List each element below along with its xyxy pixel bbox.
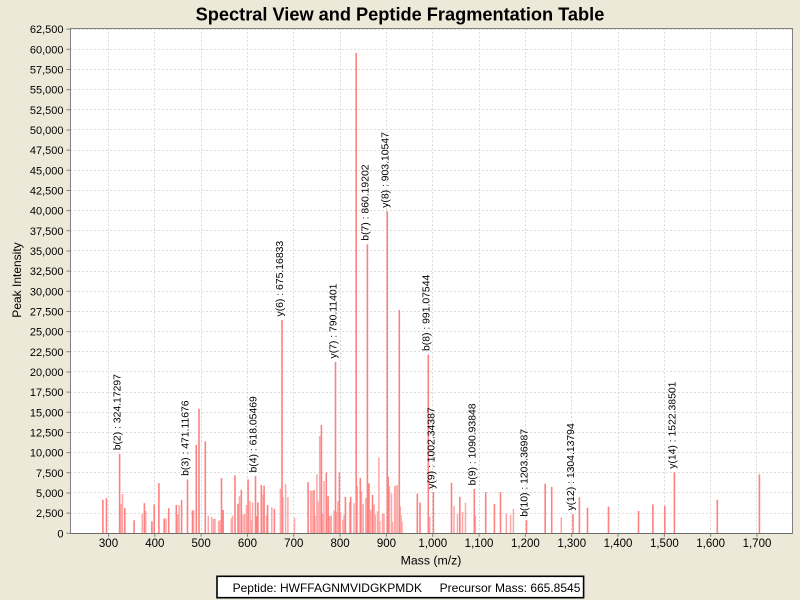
svg-text:1,000: 1,000 [418, 538, 447, 550]
svg-text:42,500: 42,500 [30, 185, 64, 197]
svg-text:32,500: 32,500 [30, 266, 64, 278]
svg-text:y(12) : 1304.13794: y(12) : 1304.13794 [566, 423, 577, 510]
svg-text:22,500: 22,500 [30, 347, 64, 359]
svg-text:y(14) : 1522.38501: y(14) : 1522.38501 [667, 381, 678, 468]
svg-text:1,600: 1,600 [696, 538, 725, 550]
svg-text:500: 500 [192, 538, 211, 550]
svg-text:57,500: 57,500 [30, 64, 64, 76]
svg-text:12,500: 12,500 [30, 427, 64, 439]
svg-text:55,000: 55,000 [30, 85, 64, 97]
svg-text:15,000: 15,000 [30, 407, 64, 419]
svg-text:45,000: 45,000 [30, 165, 64, 177]
svg-text:40,000: 40,000 [30, 206, 64, 218]
svg-text:Precursor Mass: 665.8545: Precursor Mass: 665.8545 [440, 581, 581, 595]
svg-text:1,500: 1,500 [650, 538, 679, 550]
svg-text:600: 600 [238, 538, 257, 550]
svg-text:Peak Intensity: Peak Intensity [10, 242, 24, 317]
svg-text:1,700: 1,700 [743, 538, 772, 550]
svg-text:30,000: 30,000 [30, 286, 64, 298]
svg-text:2,500: 2,500 [36, 508, 64, 520]
svg-text:Spectral View and Peptide Frag: Spectral View and Peptide Fragmentation … [196, 5, 605, 25]
svg-text:52,500: 52,500 [30, 105, 64, 117]
svg-text:y(9) : 1002.34387: y(9) : 1002.34387 [426, 407, 437, 489]
svg-text:1,400: 1,400 [604, 538, 633, 550]
svg-text:b(8) : 991.07544: b(8) : 991.07544 [421, 275, 432, 351]
svg-text:20,000: 20,000 [30, 367, 64, 379]
svg-text:47,500: 47,500 [30, 145, 64, 157]
svg-text:b(4) : 618.05469: b(4) : 618.05469 [249, 396, 260, 472]
svg-text:37,500: 37,500 [30, 226, 64, 238]
svg-text:5,000: 5,000 [36, 488, 64, 500]
svg-text:b(3) : 471.11676: b(3) : 471.11676 [181, 400, 192, 476]
svg-text:900: 900 [377, 538, 396, 550]
svg-text:50,000: 50,000 [30, 125, 64, 137]
svg-text:300: 300 [99, 538, 118, 550]
svg-text:b(2) : 324.17297: b(2) : 324.17297 [113, 374, 124, 450]
svg-text:0: 0 [57, 528, 63, 540]
svg-text:y(7) : 790.11401: y(7) : 790.11401 [329, 283, 340, 358]
svg-text:b(7) : 860.19202: b(7) : 860.19202 [360, 164, 371, 240]
svg-text:62,500: 62,500 [30, 24, 64, 36]
svg-text:Mass (m/z): Mass (m/z) [401, 554, 462, 568]
svg-text:Peptide: HWFFAGNMVIDGKPMDK: Peptide: HWFFAGNMVIDGKPMDK [233, 581, 422, 595]
svg-text:10,000: 10,000 [30, 448, 64, 460]
svg-text:27,500: 27,500 [30, 306, 64, 318]
svg-text:1,200: 1,200 [511, 538, 540, 550]
svg-text:17,500: 17,500 [30, 387, 64, 399]
svg-text:y(8) : 903.10547: y(8) : 903.10547 [380, 132, 391, 208]
svg-text:1,300: 1,300 [557, 538, 586, 550]
svg-text:60,000: 60,000 [30, 44, 64, 56]
svg-text:700: 700 [284, 538, 303, 550]
svg-text:25,000: 25,000 [30, 327, 64, 339]
svg-text:b(9) : 1090.93848: b(9) : 1090.93848 [467, 403, 478, 485]
svg-text:35,000: 35,000 [30, 246, 64, 258]
svg-text:y(6) : 675.16833: y(6) : 675.16833 [275, 241, 286, 317]
svg-text:1,100: 1,100 [465, 538, 494, 550]
svg-text:800: 800 [331, 538, 350, 550]
svg-text:400: 400 [145, 538, 164, 550]
svg-text:7,500: 7,500 [36, 468, 64, 480]
svg-text:b(10) : 1203.36987: b(10) : 1203.36987 [520, 429, 531, 517]
